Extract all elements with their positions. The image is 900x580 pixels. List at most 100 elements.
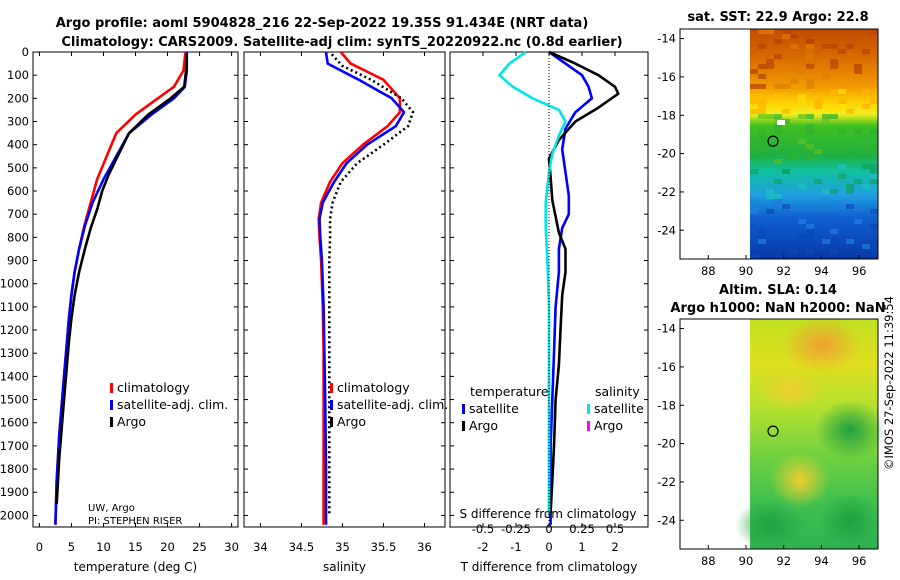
- sst-pixel: [782, 34, 790, 39]
- sst_map-frame: [679, 28, 879, 260]
- legend-salinity-title: salinity: [595, 384, 640, 399]
- sst-pixel: [822, 189, 830, 194]
- legend-label: satellite: [594, 401, 644, 416]
- timestamp: ©IMOS 27-Sep-2022 11:39:54: [882, 296, 896, 470]
- sst-pixel: [870, 209, 878, 214]
- legend-label: Argo: [337, 414, 366, 429]
- s-diff-tick-label: -0.5: [472, 522, 494, 536]
- sst-pixel: [854, 69, 862, 74]
- sst-pixel: [822, 44, 830, 49]
- sst-pixel: [798, 234, 806, 239]
- temperature-xtick-label: 30: [224, 540, 239, 554]
- sst-pixel: [790, 34, 798, 39]
- sst_map-xtick-label: 88: [701, 264, 716, 278]
- legend-label: satellite: [469, 401, 519, 416]
- sst-pixel: [862, 49, 870, 54]
- sst-missing-pixel: [777, 120, 785, 125]
- sst-pixel: [750, 109, 758, 114]
- sla-low-anomaly-se: [820, 492, 880, 548]
- sst-pixel: [838, 99, 846, 104]
- sst-pixel: [758, 84, 766, 89]
- sst-pixel: [806, 249, 814, 254]
- difference-xtick-label: 1: [578, 540, 585, 554]
- sla-high-anomaly-mid: [758, 368, 822, 412]
- sst-pixel: [758, 114, 766, 119]
- temperature-xtick-label: 15: [128, 540, 143, 554]
- sst-pixel: [838, 174, 846, 179]
- depth-tick-label: 700: [7, 207, 29, 221]
- sst-pixel: [750, 69, 758, 74]
- sst-pixel: [806, 129, 814, 134]
- sst-pixel: [758, 109, 766, 114]
- temperature-series-satellite-adj-clim-: [54, 52, 189, 525]
- sla-map-title-line2: Argo h1000: NaN h2000: NaN: [670, 301, 885, 316]
- sst-pixel: [750, 254, 758, 259]
- sst-pixel: [798, 94, 806, 99]
- depth-tick-label: 1700: [0, 439, 29, 453]
- temperature-xtick-label: 0: [36, 540, 43, 554]
- s-diff-tick-label: 0.5: [606, 522, 624, 536]
- difference-xlabel: T difference from climatology: [460, 560, 638, 574]
- sla_map-ytick-label: -14: [657, 322, 676, 336]
- sst-pixel: [854, 129, 862, 134]
- sst-pixel: [814, 179, 822, 184]
- sst-pixel: [790, 79, 798, 84]
- depth-tick-label: 600: [7, 184, 29, 198]
- sla-map-axes: 88 90 92 94 96 -14 -16 -18 -20 -22 -24: [657, 318, 879, 568]
- sst-pixel: [806, 64, 814, 69]
- sla_map-ytick-label: -16: [657, 360, 676, 374]
- temperature-plot-frame: [32, 51, 239, 528]
- sst-pixel: [862, 134, 870, 139]
- sst-pixel: [790, 154, 798, 159]
- sst-field-texture: [750, 29, 878, 259]
- legend-swatch: [330, 417, 333, 427]
- sst-pixel: [830, 114, 838, 119]
- sst-pixel: [798, 139, 806, 144]
- sla_map-ytick-label: -22: [657, 475, 676, 489]
- depth-tick-label: 300: [7, 115, 29, 129]
- sst-pixel: [798, 69, 806, 74]
- sst_map-ytick-label: -24: [657, 223, 676, 237]
- sst-pixel: [830, 229, 838, 234]
- sst-pixel: [774, 84, 782, 89]
- sla-low-anomaly-sw: [735, 500, 805, 550]
- depth-tick-label: 900: [7, 254, 29, 268]
- sst-pixel: [798, 219, 806, 224]
- sst_map-ytick-label: -18: [657, 108, 676, 122]
- sst-pixel: [854, 64, 862, 69]
- depth-tick-label: 1500: [0, 393, 29, 407]
- sst-pixel: [806, 144, 814, 149]
- salinity-xtick-label: 35: [335, 540, 350, 554]
- sst-pixel: [766, 29, 774, 34]
- sst-map-title: sat. SST: 22.9 Argo: 22.8: [687, 10, 868, 25]
- salinity-series-satellite-adj-clim-: [318, 51, 406, 525]
- sst-pixel: [814, 99, 822, 104]
- sst-pixel: [750, 244, 758, 249]
- sla_map-xtick-label: 96: [852, 554, 867, 568]
- sst-pixel: [806, 154, 814, 159]
- sst_map-xtick-label: 90: [739, 264, 754, 278]
- sla_map-xtick-label: 94: [814, 554, 829, 568]
- sst-pixel: [758, 99, 766, 104]
- legend-label: Argo: [594, 418, 623, 433]
- sla-low-anomaly: [815, 400, 885, 460]
- sst-pixel: [870, 179, 878, 184]
- sst-pixel: [766, 239, 774, 244]
- depth-tick-label: 1600: [0, 416, 29, 430]
- sla_map-ytick-label: -24: [657, 513, 676, 527]
- credit-line2: PI: STEPHEN RISER: [88, 516, 182, 527]
- legend-swatch: [462, 404, 465, 414]
- legend-swatch: [330, 383, 333, 393]
- sst-pixel: [846, 109, 854, 114]
- sst-pixel: [774, 54, 782, 59]
- sst-pixel: [774, 194, 782, 199]
- sla-map-title-line1: Altim. SLA: 0.14: [719, 283, 837, 298]
- sst-pixel: [822, 149, 830, 154]
- sst-pixel: [862, 164, 870, 169]
- depth-tick-label: 500: [7, 161, 29, 175]
- sst-pixel: [798, 184, 806, 189]
- sla_map-frame: [679, 318, 879, 550]
- sst_map-xtick-label: 92: [776, 264, 791, 278]
- sst-map: sat. SST: 22.9 Argo: 22.8 88 90 92 94 96 -14 -…: [657, 10, 879, 278]
- sst-pixel: [758, 44, 766, 49]
